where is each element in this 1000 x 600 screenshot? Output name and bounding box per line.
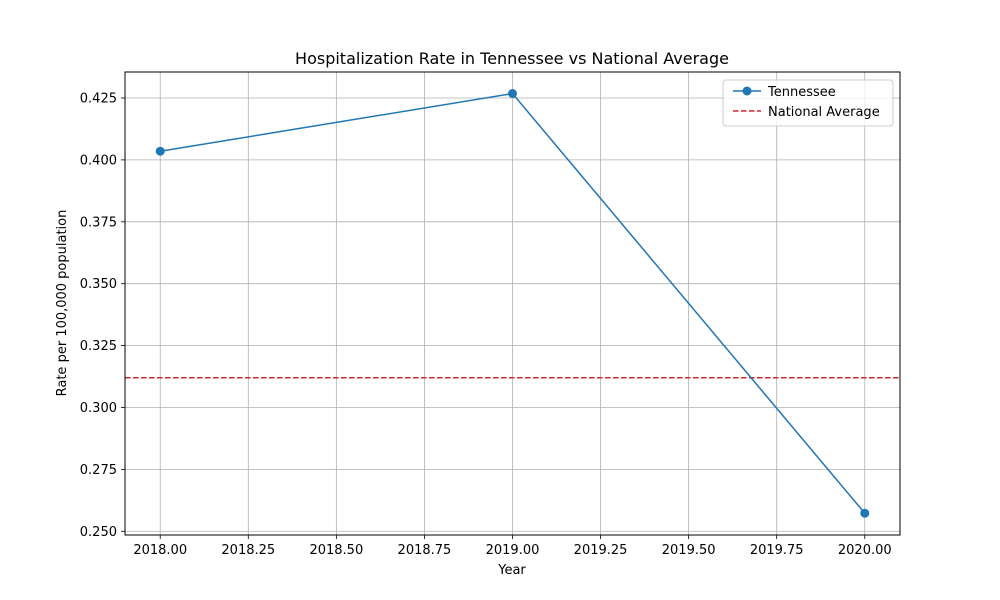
x-tick-label: 2019.50 (662, 543, 716, 558)
y-axis-title: Rate per 100,000 population (55, 210, 70, 397)
tennessee-data-point (860, 508, 870, 518)
legend-tennessee-marker (742, 86, 752, 96)
y-tick-label: 0.425 (80, 91, 117, 106)
grid-lines (125, 72, 900, 535)
x-tick-label: 2019.25 (574, 543, 628, 558)
legend-tennessee-label: Tennessee (767, 85, 836, 100)
y-tick-label: 0.375 (80, 215, 117, 230)
x-tick-label: 2018.75 (398, 543, 452, 558)
y-tick-label: 0.275 (80, 463, 117, 478)
x-tick-label: 2018.25 (221, 543, 275, 558)
legend: Tennessee National Average (722, 79, 894, 127)
y-axis-ticks: 0.250 0.275 0.300 0.325 0.350 0.375 0.400 0.425 (80, 91, 125, 540)
chart-title: Hospitalization Rate in Tennessee vs Nat… (295, 49, 729, 68)
tennessee-data-point (155, 146, 165, 156)
plot-data (125, 89, 900, 518)
y-tick-label: 0.325 (80, 339, 117, 354)
x-axis-ticks: 2018.00 2018.25 2018.50 2018.75 2019.00 2019.… (133, 535, 892, 558)
x-tick-label: 2018.00 (133, 543, 187, 558)
legend-national-average-label: National Average (768, 105, 880, 120)
y-tick-label: 0.350 (80, 277, 117, 292)
x-tick-label: 2018.50 (309, 543, 363, 558)
tennessee-data-point (508, 89, 517, 99)
legend-box (722, 79, 894, 127)
x-axis-title: Year (497, 563, 526, 578)
x-tick-label: 2019.00 (486, 543, 540, 558)
y-tick-label: 0.250 (80, 525, 117, 540)
x-tick-label: 2019.75 (750, 543, 804, 558)
y-tick-label: 0.300 (80, 401, 117, 416)
x-tick-label: 2020.00 (838, 543, 892, 558)
y-tick-label: 0.400 (80, 153, 117, 168)
